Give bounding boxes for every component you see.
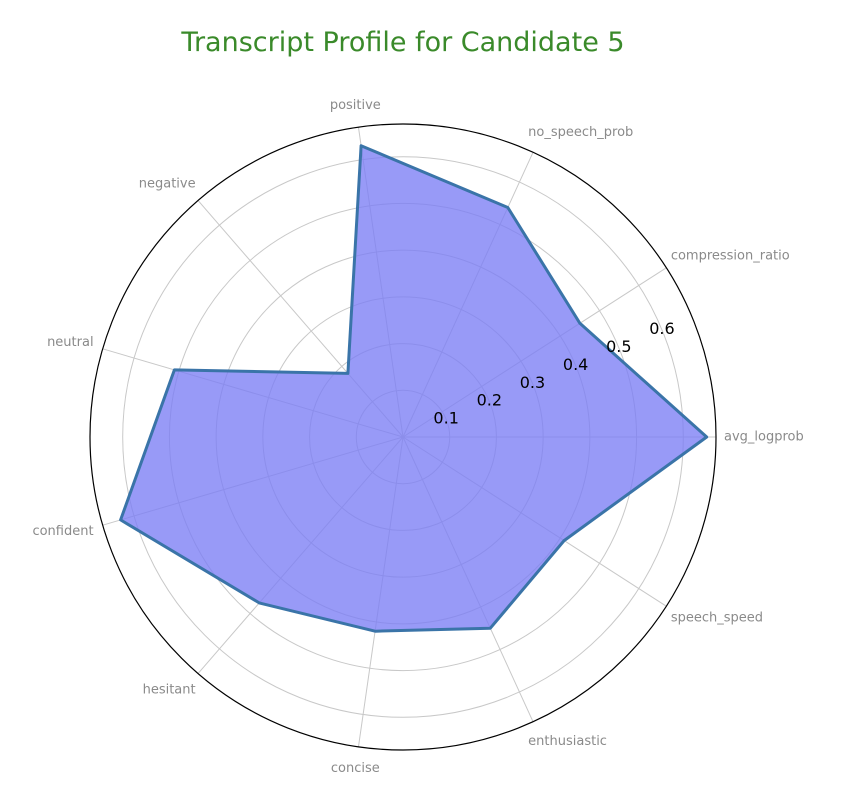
data-layer <box>119 144 709 633</box>
axis-label-no_speech_prob: no_speech_prob <box>528 125 633 140</box>
data-point-no_speech_prob <box>506 206 509 209</box>
series-area <box>119 144 709 633</box>
outer-ring <box>89 123 717 751</box>
axis-label-avg_logprob: avg_logprob <box>724 430 804 445</box>
data-point-enthusiastic <box>489 627 492 630</box>
label-layer: 0.1 0.2 0.3 0.4 0.5 0.6 avg_logprob compression… <box>32 98 803 776</box>
axis-label-positive: positive <box>330 98 381 113</box>
data-point-confident <box>119 519 122 521</box>
chart-title: Transcript Profile for Candidate 5 <box>180 27 624 58</box>
axis-label-neutral: neutral <box>47 335 94 350</box>
r-tick-label: 0.5 <box>606 337 631 356</box>
r-tick-label: 0.3 <box>520 373 545 392</box>
axis-label-confident: confident <box>32 524 93 539</box>
axis-label-hesitant: hesitant <box>143 683 196 698</box>
data-point-concise <box>374 630 376 633</box>
axis-label-speech_speed: speech_speed <box>671 611 763 626</box>
data-point-positive <box>360 144 362 147</box>
axis-label-negative: negative <box>139 176 196 191</box>
data-point-neutral <box>173 369 176 371</box>
axis-label-concise: concise <box>331 761 380 776</box>
r-tick-label: 0.4 <box>563 355 588 374</box>
axis-label-enthusiastic: enthusiastic <box>528 734 607 749</box>
data-point-hesitant <box>258 602 261 604</box>
r-tick-label: 0.1 <box>433 409 458 428</box>
r-tick-label: 0.6 <box>649 319 674 338</box>
r-tick-label: 0.2 <box>477 391 502 410</box>
data-point-speech_speed <box>563 539 565 542</box>
data-point-compression_ratio <box>579 322 581 325</box>
data-point-avg_logprob <box>705 436 708 438</box>
axis-label-compression_ratio: compression_ratio <box>671 248 790 263</box>
data-point-negative <box>347 372 349 375</box>
